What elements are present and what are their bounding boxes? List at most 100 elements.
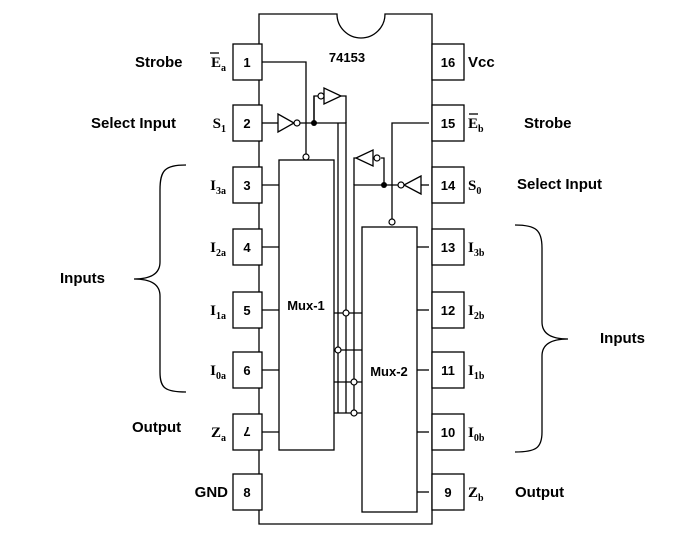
right-pin-name-sub-12: 2b <box>474 311 485 322</box>
right-pin-number-15: 15 <box>441 116 455 131</box>
right-pin-name-12: I2b <box>468 303 485 322</box>
left-pin-name-1: Ea <box>211 55 226 74</box>
label-output-right: Output <box>515 484 564 501</box>
label-strobe-left: Strobe <box>135 54 183 71</box>
left-pin-number-3: 3 <box>243 178 250 193</box>
tap-node-3 <box>350 378 358 386</box>
left-pin-name-main-5: I <box>210 303 216 319</box>
label-select-left: Select Input <box>91 115 176 132</box>
chip-body <box>258 13 433 525</box>
wire-strobe-a <box>262 61 307 155</box>
left-pin-number-1: 1 <box>243 55 250 70</box>
right-pin-box-13 <box>431 228 465 266</box>
left-pin-number-8: 8 <box>243 485 250 500</box>
right-pin-name-main-13: I <box>468 240 474 256</box>
right-pin-name-13: I3b <box>468 240 485 259</box>
right-pin-number-13: 13 <box>441 240 455 255</box>
right-pin-name-main-12: I <box>468 303 474 319</box>
right-pin-name-sub-13: 3b <box>474 248 485 259</box>
left-pin-name-main-4: I <box>210 240 216 256</box>
left-pin-name-sub-1: a <box>221 63 226 74</box>
tap-node-1 <box>334 346 342 354</box>
left-pin-1: 1 Ea <box>210 43 263 81</box>
right-pin-number-12: 12 <box>441 303 455 318</box>
left-pin-box-4 <box>232 228 263 266</box>
mux-1-label: Mux-1 <box>287 298 325 313</box>
left-pin-box-5 <box>232 291 263 329</box>
brace-inputs-right <box>514 224 569 453</box>
left-pin-name-4: I2a <box>210 240 226 259</box>
s1-top-inverter <box>323 86 343 106</box>
left-pin-name-sub-5: 1a <box>216 311 226 322</box>
right-pin-number-10: 10 <box>441 425 455 440</box>
right-pin-name-main-10: I <box>468 425 474 441</box>
right-pin-11: 11 I1b <box>431 351 485 389</box>
right-pin-name-sub-10: 0b <box>474 433 485 444</box>
left-pin-name-main-6: I <box>210 363 216 379</box>
right-pin-name-main-11: I <box>468 363 474 379</box>
right-pin-box-10 <box>431 413 465 451</box>
s0-inverter <box>402 174 422 196</box>
right-pin-16: 16 Vcc <box>431 43 495 81</box>
right-pin-name-sub-15: b <box>478 124 484 135</box>
s0-inverter-bubble <box>397 181 405 189</box>
left-pin-number-4: 4 <box>243 240 251 255</box>
right-pin-number-11: 11 <box>441 363 455 378</box>
wire-s0-up <box>381 157 385 185</box>
right-pin-name-main-9: Z <box>468 485 478 501</box>
label-select-right: Select Input <box>517 176 602 193</box>
right-pin-13: 13 I3b <box>431 228 485 266</box>
s1-top-inverter-bubble <box>317 92 325 100</box>
left-pin-number-6: 6 <box>243 363 250 378</box>
right-pin-box-9 <box>431 473 465 511</box>
left-pin-box-8 <box>232 473 263 511</box>
left-pin-name-sub-3: 3a <box>216 186 226 197</box>
left-pin-name-6: I0a <box>210 363 226 382</box>
right-pin-number-14: 14 <box>441 178 456 193</box>
right-pin-name-sub-14: 0 <box>476 186 481 197</box>
right-pin-box-15 <box>431 104 465 142</box>
right-pin-15: 15 Eb <box>431 104 484 142</box>
wire-strobe-b <box>391 122 429 220</box>
left-pin-8: 8 GND <box>195 473 263 511</box>
right-pin-name-16: Vcc <box>468 54 495 71</box>
left-pin-box-3 <box>232 166 263 204</box>
brace-inputs-left <box>133 164 187 393</box>
wire-s0-top-out <box>353 157 356 185</box>
strobe-b-bubble <box>388 218 396 226</box>
right-pin-name-11: I1b <box>468 363 485 382</box>
left-pin-name-2: S1 <box>213 116 226 135</box>
right-pin-name-main-15: E <box>468 116 478 132</box>
left-pin-name-main-3: I <box>210 178 216 194</box>
right-pin-name-15: Eb <box>468 116 484 135</box>
right-pin-name-10: I0b <box>468 425 485 444</box>
label-inputs-right: Inputs <box>600 330 645 347</box>
left-pin-number-2: 2 <box>243 116 250 131</box>
right-pin-name-main-14: S <box>468 178 476 194</box>
right-pin-10: 10 I0b <box>431 413 485 451</box>
tap-node-4 <box>350 409 358 417</box>
mux-2-block <box>361 226 418 513</box>
left-pin-name-sub-4: 2a <box>216 248 226 259</box>
right-pin-number-16: 16 <box>441 55 455 70</box>
right-pin-name-14: S0 <box>468 178 481 197</box>
mux-2-label: Mux-2 <box>370 364 408 379</box>
left-pin-box-6 <box>232 351 263 389</box>
right-pin-box-14 <box>431 166 465 204</box>
left-pin-name-3: I3a <box>210 178 226 197</box>
s1-inverter <box>277 112 296 134</box>
left-pin-2: 2 S1 <box>213 104 263 142</box>
left-pin-4: 4 I2a <box>210 228 263 266</box>
right-pin-box-12 <box>431 291 465 329</box>
left-pin-name-main-7: Z <box>211 425 221 441</box>
s0-top-inverter <box>354 148 374 168</box>
right-pin-9: 9 Zb <box>431 473 484 511</box>
mux-1-block <box>278 159 335 451</box>
left-pin-3: 3 I3a <box>210 166 263 204</box>
right-pin-box-16 <box>431 43 465 81</box>
left-pin-7: 7 Za <box>211 413 263 451</box>
right-pin-name-main-16: Vcc <box>468 54 495 71</box>
right-pin-12: 12 I2b <box>431 291 485 329</box>
